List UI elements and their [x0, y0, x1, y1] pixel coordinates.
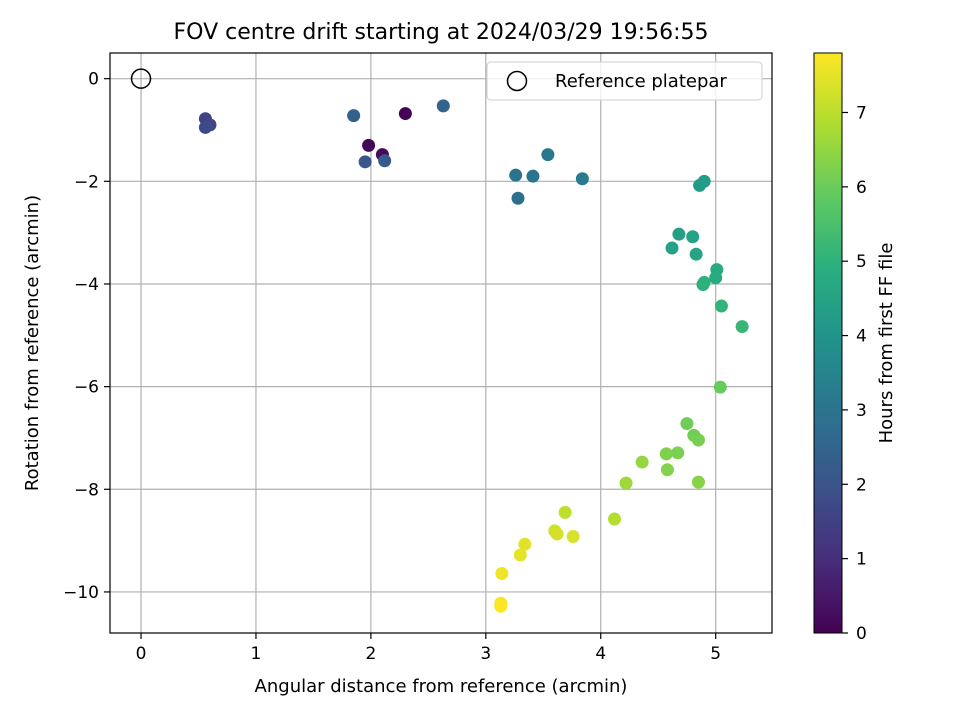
colorbar: 0 1 2 3 4 5 6 7 Hours from first FF file — [813, 52, 897, 644]
colorbar-title: Hours from first FF file — [876, 243, 897, 444]
data-point — [709, 271, 723, 285]
legend-box — [486, 61, 763, 101]
legend-label: Reference platepar — [555, 71, 727, 92]
data-point — [575, 172, 589, 186]
y-tick-label: −10 — [63, 583, 99, 603]
data-point — [378, 154, 392, 168]
data-point — [347, 109, 361, 123]
colorbar-tick-label: 6 — [856, 178, 867, 198]
data-point — [526, 169, 540, 183]
x-tick-label: 1 — [251, 644, 262, 664]
x-tick-label: 0 — [136, 644, 147, 664]
data-point — [509, 168, 523, 182]
y-axis-title: Rotation from reference (arcmin) — [22, 195, 43, 491]
data-point — [541, 148, 555, 162]
data-point — [518, 537, 532, 551]
grid — [110, 53, 772, 633]
data-point — [697, 275, 711, 289]
colorbar-tick-label: 2 — [856, 475, 867, 495]
x-tick-label: 4 — [595, 644, 606, 664]
y-tick-label: −2 — [74, 172, 99, 192]
x-tick-label: 2 — [365, 644, 376, 664]
colorbar-tick-label: 3 — [856, 401, 867, 421]
data-point — [691, 475, 705, 489]
x-tick-label: 5 — [710, 644, 721, 664]
x-axis-title: Angular distance from reference (arcmin) — [255, 676, 628, 697]
data-point — [680, 417, 694, 431]
data-point — [608, 512, 622, 526]
x-tick-label: 3 — [480, 644, 491, 664]
data-point — [558, 505, 572, 519]
data-point — [659, 447, 673, 461]
data-point — [691, 433, 705, 447]
y-tick-label: −6 — [74, 378, 99, 398]
data-point — [495, 566, 509, 580]
data-point — [714, 299, 728, 313]
data-point — [198, 120, 212, 134]
data-point — [671, 446, 685, 460]
legend: Reference platepar — [486, 61, 763, 101]
data-point — [358, 155, 372, 169]
reference-platepar-marker — [130, 68, 152, 89]
data-point — [665, 241, 679, 255]
y-tick-label: 0 — [88, 70, 99, 90]
data-point — [398, 107, 412, 121]
plot-frame — [109, 52, 773, 634]
legend-reference-marker — [506, 70, 528, 92]
data-point — [672, 227, 686, 241]
data-point — [635, 455, 649, 469]
y-tick-label: −8 — [74, 480, 99, 500]
data-points — [130, 68, 749, 613]
data-point — [513, 548, 527, 562]
colorbar-tick-label: 7 — [856, 103, 867, 123]
data-point — [686, 230, 700, 244]
colorbar-tick-label: 4 — [856, 327, 867, 347]
data-point — [619, 476, 633, 490]
data-point — [660, 463, 674, 477]
data-point — [735, 320, 749, 334]
chart-title: FOV centre drift starting at 2024/03/29 … — [174, 20, 709, 45]
data-point — [550, 527, 564, 541]
data-point — [436, 99, 450, 113]
data-point — [494, 599, 508, 613]
colorbar-tick-label: 1 — [856, 550, 867, 570]
data-point — [511, 191, 525, 205]
colorbar-tick-label: 5 — [856, 252, 867, 272]
colorbar-tick-label: 0 — [856, 624, 867, 644]
colorbar-gradient — [813, 52, 843, 634]
data-point — [566, 530, 580, 544]
data-point — [362, 138, 376, 152]
data-point — [713, 380, 727, 394]
data-point — [697, 174, 711, 188]
axis-ticks: 0 1 2 3 4 5 0 −2 −4 −6 −8 −10 — [63, 70, 721, 664]
data-point — [689, 247, 703, 261]
y-tick-label: −4 — [74, 275, 99, 295]
